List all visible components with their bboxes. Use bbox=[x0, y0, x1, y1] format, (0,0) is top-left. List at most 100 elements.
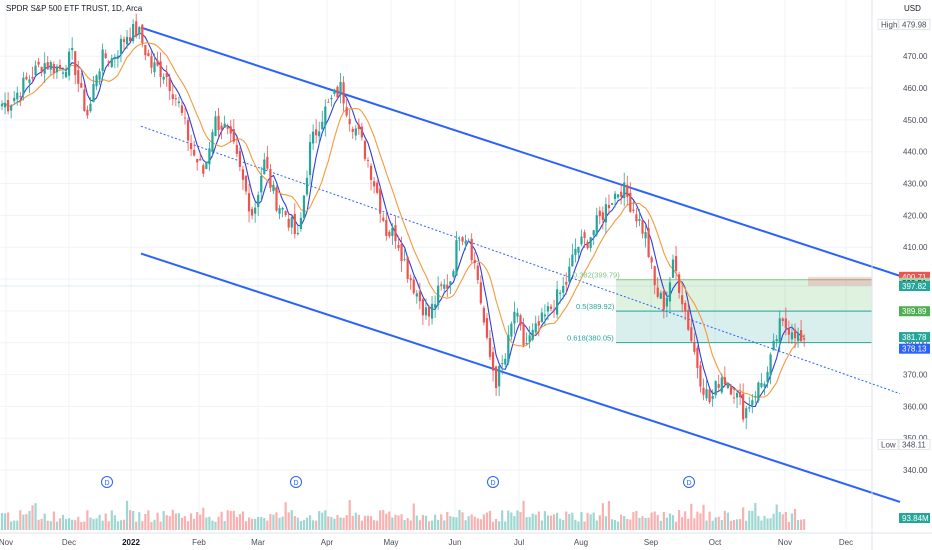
candle-body bbox=[568, 266, 571, 282]
candle-body bbox=[711, 396, 714, 399]
volume-bar bbox=[528, 517, 531, 530]
price-tick-label: 430.00 bbox=[903, 180, 928, 189]
candle-body bbox=[525, 342, 528, 344]
volume-bar bbox=[653, 511, 656, 530]
volume-bar bbox=[254, 518, 257, 530]
candle-body bbox=[482, 307, 485, 323]
candle-body bbox=[168, 77, 171, 92]
candle-body bbox=[528, 335, 531, 342]
volume-bar bbox=[55, 521, 58, 530]
candle-body bbox=[226, 127, 229, 129]
candle-body bbox=[754, 396, 757, 398]
volume-bar bbox=[363, 515, 367, 530]
candle-body bbox=[284, 211, 287, 215]
candle-body bbox=[748, 407, 751, 409]
time-axis[interactable]: Nov Dec 2022 Feb Mar Apr May Jun Jul Aug Sep Oct Nov… bbox=[0, 532, 932, 547]
volume-bar bbox=[104, 513, 107, 530]
volume-bar bbox=[516, 510, 519, 530]
candle-body bbox=[751, 400, 754, 406]
volume-bar bbox=[635, 510, 638, 530]
volume-bar bbox=[778, 512, 781, 530]
candle-body bbox=[772, 340, 775, 351]
volume-bar bbox=[781, 514, 784, 530]
volume-bar bbox=[360, 520, 363, 530]
volume-bar bbox=[330, 516, 333, 530]
candle-body bbox=[357, 124, 360, 130]
volume-bar bbox=[110, 510, 113, 530]
candle-body bbox=[607, 204, 611, 209]
volume-bar bbox=[46, 520, 49, 530]
price-tick-label: 340.00 bbox=[903, 466, 928, 475]
volume-bar bbox=[601, 503, 604, 530]
candle-body bbox=[644, 232, 647, 239]
trend-channel bbox=[140, 26, 901, 503]
volume-bar bbox=[754, 502, 757, 530]
volume-bar bbox=[74, 520, 77, 530]
candle-body bbox=[577, 246, 580, 253]
candle-body bbox=[543, 314, 546, 317]
candle-body bbox=[129, 37, 132, 42]
candle-body bbox=[717, 384, 720, 388]
volume-bar bbox=[559, 518, 562, 530]
volume-bar bbox=[613, 520, 617, 530]
candle-body bbox=[104, 53, 107, 58]
volume-bar bbox=[229, 510, 232, 530]
candle-body bbox=[513, 311, 516, 324]
candle-body bbox=[327, 101, 330, 103]
candle-body bbox=[89, 103, 92, 112]
volume-bar bbox=[507, 510, 510, 530]
price-tag-value: 381.78 bbox=[902, 333, 927, 342]
candle-body bbox=[559, 292, 562, 294]
volume-bar bbox=[122, 519, 126, 530]
volume-bar bbox=[0, 513, 4, 530]
volume-bar bbox=[369, 516, 373, 530]
volume-bar bbox=[586, 512, 589, 530]
candle-body bbox=[293, 213, 296, 235]
price-tag-box bbox=[877, 438, 899, 450]
volume-bar bbox=[272, 514, 275, 530]
volume-bar bbox=[92, 519, 95, 530]
price-tag-value: 397.82 bbox=[902, 282, 927, 291]
candle-body bbox=[162, 76, 165, 80]
candle-body bbox=[796, 332, 800, 341]
volume-bar bbox=[180, 517, 184, 530]
candle-body bbox=[504, 358, 507, 365]
candle-body bbox=[116, 55, 119, 58]
volume-bar bbox=[165, 515, 168, 530]
volume-bar bbox=[604, 516, 607, 530]
time-tick-label: May bbox=[383, 538, 398, 547]
volume-bar bbox=[278, 517, 281, 530]
volume-bar bbox=[98, 514, 101, 530]
volume-bar bbox=[299, 520, 302, 530]
volume-bar bbox=[263, 518, 266, 530]
candle-body bbox=[632, 209, 635, 211]
price-tag-box bbox=[899, 281, 930, 292]
volume-bar bbox=[656, 514, 659, 530]
candle-body bbox=[760, 382, 763, 387]
candle-body bbox=[571, 254, 574, 267]
candle-body bbox=[522, 323, 525, 346]
candle-body bbox=[251, 208, 254, 216]
volume-bar bbox=[647, 517, 650, 530]
volume-bar bbox=[28, 510, 31, 530]
volume-bar bbox=[312, 520, 315, 530]
candle-body bbox=[229, 126, 232, 134]
volume-bar bbox=[266, 520, 269, 530]
volume-bar bbox=[543, 511, 546, 530]
volume-bar bbox=[342, 517, 345, 530]
volume-bar bbox=[257, 517, 260, 530]
candle-body bbox=[37, 61, 40, 65]
candle-body bbox=[348, 118, 351, 125]
time-tick-label: 2022 bbox=[122, 538, 140, 547]
candle-body bbox=[800, 330, 803, 342]
candle-body bbox=[156, 60, 159, 66]
candle-body bbox=[98, 71, 101, 80]
candle-body bbox=[440, 284, 443, 286]
volume-bar bbox=[305, 517, 309, 530]
candle-body bbox=[421, 299, 424, 316]
candle-body bbox=[574, 248, 577, 256]
volume-bar bbox=[498, 521, 501, 530]
candle-body bbox=[726, 384, 729, 388]
volume-bar bbox=[711, 520, 714, 530]
